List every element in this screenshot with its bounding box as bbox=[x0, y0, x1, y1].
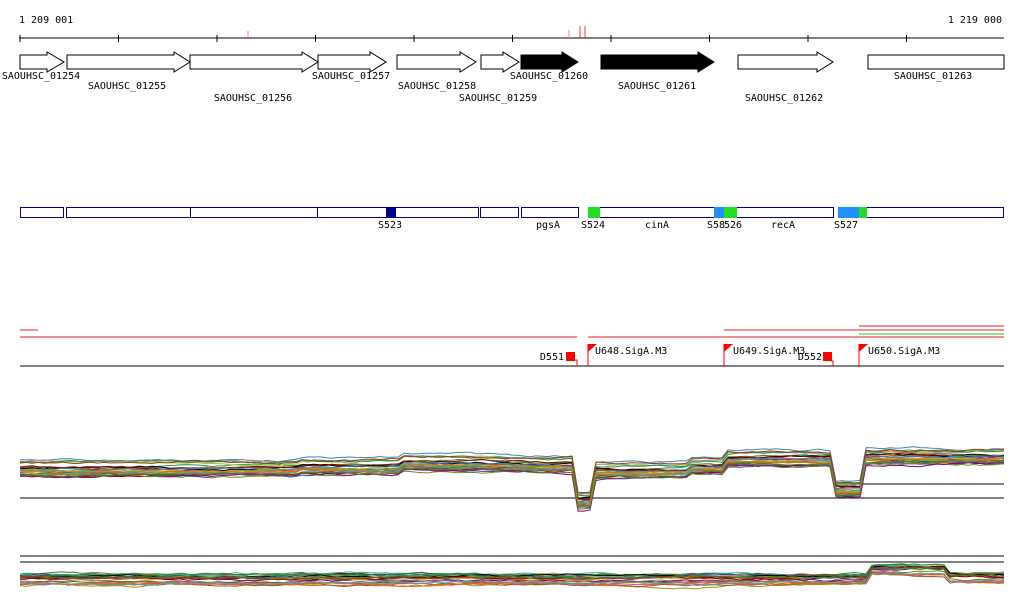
segment-label: S58 bbox=[707, 220, 725, 231]
expression-profile-track bbox=[19, 446, 1005, 512]
segment-box[interactable] bbox=[588, 207, 834, 218]
gene-arrow[interactable]: SAOUHSC_01254 bbox=[2, 51, 80, 82]
gene-label: SAOUHSC_01257 bbox=[312, 71, 390, 82]
gene-label: SAOUHSC_01262 bbox=[745, 93, 823, 104]
gene-label: SAOUHSC_01256 bbox=[214, 93, 292, 104]
expression-curve bbox=[19, 459, 1005, 507]
segment-box[interactable] bbox=[480, 207, 519, 218]
expression-curve bbox=[19, 460, 1005, 510]
gene-arrow[interactable]: SAOUHSC_01258 bbox=[396, 51, 477, 92]
segment-highlight[interactable] bbox=[838, 207, 859, 218]
terminator-marker[interactable]: D552 bbox=[798, 352, 834, 366]
segment-label: S527 bbox=[834, 220, 858, 231]
expression-curve bbox=[19, 448, 1005, 494]
marker-track: D551 U648.SigA.M3 U649.SigA.M3 D552 U650… bbox=[20, 325, 1004, 367]
expression-curve bbox=[19, 459, 1005, 508]
expression-curve bbox=[19, 567, 1005, 583]
marker-label: D551 bbox=[540, 352, 564, 363]
segment-box[interactable] bbox=[20, 207, 64, 218]
gene-label: SAOUHSC_01259 bbox=[459, 93, 537, 104]
segment-highlight[interactable] bbox=[588, 207, 600, 218]
expression-curve bbox=[19, 566, 1005, 581]
segment-label: S524 bbox=[581, 220, 605, 231]
gene-arrow[interactable]: SAOUHSC_01256 bbox=[189, 51, 319, 104]
promoter-marker[interactable]: U649.SigA.M3 bbox=[723, 344, 805, 366]
coordinate-ruler: 1 209 001 1 219 000 bbox=[19, 15, 1004, 42]
gene-label: SAOUHSC_01255 bbox=[88, 81, 166, 92]
gene-label: SAOUHSC_01258 bbox=[398, 81, 476, 92]
segment-highlight[interactable] bbox=[386, 207, 396, 218]
expression-curve bbox=[19, 454, 1005, 505]
expression-curve bbox=[19, 566, 1005, 581]
gene-label: SAOUHSC_01263 bbox=[894, 71, 972, 82]
segment-label: recA bbox=[771, 220, 795, 231]
gene-arrow[interactable]: SAOUHSC_01262 bbox=[737, 51, 834, 104]
marker-label: U650.SigA.M3 bbox=[868, 346, 940, 357]
terminator-marker[interactable]: D551 bbox=[540, 352, 578, 366]
gene-arrow[interactable]: SAOUHSC_01255 bbox=[66, 51, 191, 92]
gene-arrow[interactable]: SAOUHSC_01259 bbox=[459, 51, 537, 104]
gene-label: SAOUHSC_01261 bbox=[618, 81, 696, 92]
expression-curve bbox=[19, 457, 1005, 504]
expression-curve bbox=[19, 572, 1005, 587]
expression-curves bbox=[19, 563, 1005, 590]
gene-arrow[interactable]: SAOUHSC_01263 bbox=[867, 54, 1005, 82]
segment-track: S523 pgsA S524 cinA S58 526 recA S527 bbox=[20, 207, 1004, 231]
expression-curve bbox=[19, 571, 1005, 586]
expression-curves bbox=[19, 446, 1005, 512]
gene-track: SAOUHSC_01254 SAOUHSC_01255 SAOUHSC_0125… bbox=[2, 51, 1005, 104]
expression-profile-track bbox=[19, 555, 1005, 590]
expression-curve bbox=[19, 572, 1005, 587]
gene-arrow[interactable]: SAOUHSC_01260 bbox=[510, 51, 588, 82]
segment-label: S523 bbox=[378, 220, 402, 231]
gene-arrow[interactable]: SAOUHSC_01257 bbox=[312, 51, 390, 82]
marker-label: U649.SigA.M3 bbox=[733, 346, 805, 357]
segment-label: cinA bbox=[645, 220, 669, 231]
marker-label: U648.SigA.M3 bbox=[595, 346, 667, 357]
segment-box[interactable] bbox=[66, 207, 191, 218]
gene-label: SAOUHSC_01260 bbox=[510, 71, 588, 82]
ruler-start-label: 1 209 001 bbox=[19, 15, 73, 26]
segment-highlight[interactable] bbox=[859, 207, 867, 218]
segment-box[interactable] bbox=[317, 207, 479, 218]
marker-label: D552 bbox=[798, 352, 822, 363]
segment-highlight[interactable] bbox=[724, 207, 737, 218]
ruler-ticks bbox=[19, 35, 907, 42]
segment-box[interactable] bbox=[521, 207, 579, 218]
gene-arrow[interactable]: SAOUHSC_01261 bbox=[600, 51, 715, 92]
promoter-marker[interactable]: U648.SigA.M3 bbox=[587, 344, 667, 366]
segment-highlight[interactable] bbox=[714, 207, 724, 218]
gene-label: SAOUHSC_01254 bbox=[2, 71, 80, 82]
segment-label: 526 bbox=[724, 220, 742, 231]
promoter-marker[interactable]: U650.SigA.M3 bbox=[858, 344, 940, 366]
expression-curve bbox=[20, 563, 1005, 578]
segment-box[interactable] bbox=[190, 207, 318, 218]
ruler-end-label: 1 219 000 bbox=[948, 15, 1002, 26]
segment-label: pgsA bbox=[536, 220, 560, 231]
